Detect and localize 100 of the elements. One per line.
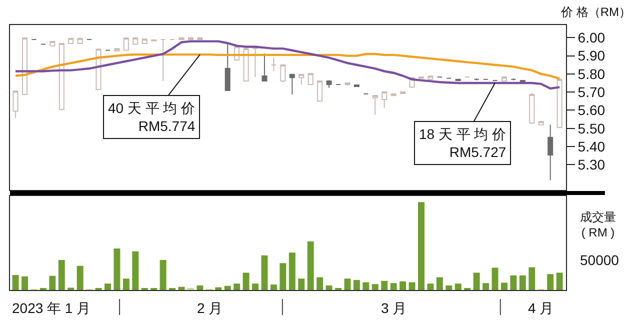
- bar: [372, 284, 378, 290]
- candlestick: [400, 91, 406, 94]
- candlestick: [474, 78, 480, 81]
- annotation: 40 天 平 均 价 RM5.774: [108, 100, 196, 134]
- bar: [427, 284, 434, 290]
- text: 3 月: [381, 300, 407, 316]
- bar: [547, 274, 554, 290]
- y-tick-label: 6.00: [578, 30, 606, 46]
- bar: [122, 278, 130, 290]
- bar: [22, 276, 28, 290]
- bar: [298, 278, 305, 290]
- y-tick-label: 5.70: [578, 84, 606, 100]
- bar: [288, 252, 296, 290]
- bar: [362, 282, 370, 290]
- text: 2023 年 1 月: [12, 300, 91, 316]
- candlestick: [123, 38, 129, 51]
- candlestick: [262, 52, 268, 82]
- bar: [528, 267, 536, 290]
- candlestick: [317, 80, 323, 102]
- bar: [408, 282, 416, 290]
- candlestick: [326, 80, 332, 88]
- candlestick: [68, 38, 74, 44]
- text: 2 月: [197, 300, 223, 316]
- candlestick: [132, 38, 138, 45]
- bar: [224, 286, 231, 290]
- bar: [160, 260, 166, 290]
- y-tick-label: 5.60: [578, 102, 606, 118]
- bar: [196, 285, 204, 290]
- candlestick: [160, 38, 166, 82]
- bar: [104, 284, 111, 290]
- candlestick: [12, 90, 18, 119]
- y-tick-label: 5.30: [578, 156, 606, 173]
- bar: [446, 285, 452, 290]
- bar: [114, 248, 120, 290]
- bar: [353, 280, 360, 290]
- candlestick: [289, 74, 295, 95]
- bar: [12, 274, 19, 290]
- bar: [215, 287, 222, 290]
- bar: [436, 277, 443, 290]
- bar: [270, 284, 277, 290]
- candlestick: [556, 78, 562, 128]
- y-tick-label: 5.50: [578, 120, 606, 136]
- candlestick: [510, 78, 516, 81]
- y-tick-label: 5.90: [578, 48, 606, 64]
- bar: [418, 202, 424, 290]
- y-tick-label: 5.80: [578, 66, 606, 82]
- candlestick: [390, 93, 396, 96]
- bar: [58, 260, 65, 290]
- text: 4 月: [528, 300, 554, 316]
- bar: [132, 251, 139, 290]
- candlestick: [409, 77, 415, 88]
- bar: [473, 272, 480, 290]
- candlestick: [501, 76, 507, 82]
- bar: [519, 275, 526, 290]
- candlestick: [529, 92, 535, 124]
- candlestick: [252, 46, 258, 78]
- y-tick-label: 5.40: [578, 138, 606, 154]
- bar: [390, 283, 397, 290]
- candlestick: [298, 74, 304, 85]
- candlestick: [50, 41, 56, 46]
- candlestick: [428, 76, 434, 80]
- bar: [400, 281, 406, 290]
- candlestick: [270, 57, 276, 72]
- candlestick: [243, 48, 249, 82]
- bar: [261, 255, 268, 290]
- candlestick: [548, 124, 554, 181]
- bar: [501, 282, 508, 290]
- candlestick: [382, 91, 388, 108]
- y-axis-title: 价 格（RM）: [560, 5, 631, 19]
- bar: [492, 268, 498, 290]
- bar: [556, 272, 563, 290]
- candlestick: [224, 44, 230, 91]
- annotation: 18 天 平 均 价 RM5.727: [419, 126, 506, 160]
- candlestick: [308, 73, 314, 85]
- bar: [510, 275, 517, 290]
- candlestick: [77, 38, 83, 44]
- candlestick: [280, 64, 286, 83]
- y-axis-title: 成交量 ( RM ): [580, 210, 616, 240]
- bar: [76, 266, 84, 290]
- candlestick: [114, 48, 120, 52]
- candlestick: [372, 95, 378, 116]
- text: 50000: [580, 252, 620, 268]
- candlestick: [197, 37, 203, 40]
- bar: [454, 284, 462, 290]
- bar: [326, 285, 332, 290]
- bar: [242, 272, 250, 290]
- bar: [252, 284, 258, 290]
- bar: [280, 263, 286, 290]
- bar: [482, 283, 490, 290]
- line-series: [14, 40, 561, 90]
- candlestick: [538, 120, 544, 126]
- line-series: [14, 52, 561, 80]
- bar: [344, 278, 351, 290]
- candlestick: [96, 48, 102, 90]
- candlestick: [22, 38, 28, 95]
- bar: [316, 277, 324, 290]
- bar: [307, 241, 314, 290]
- candlestick: [188, 37, 194, 40]
- candlestick: [178, 37, 184, 40]
- bar: [381, 280, 388, 290]
